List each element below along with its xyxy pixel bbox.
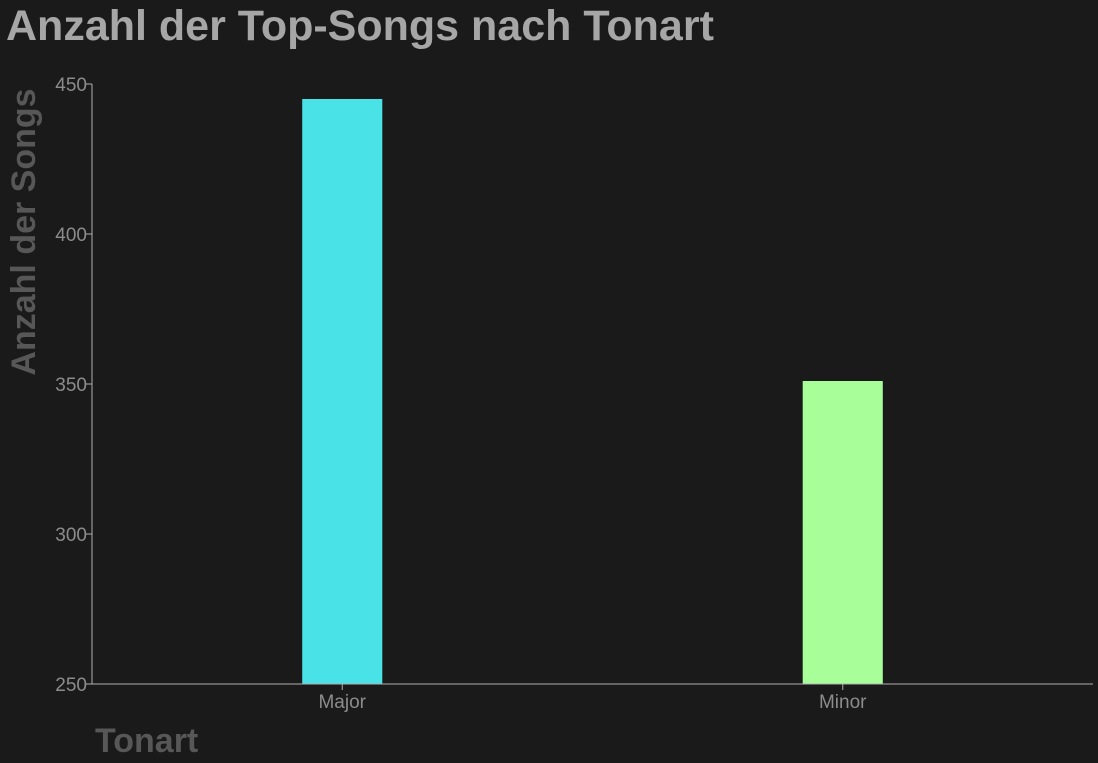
bar-minor xyxy=(802,381,883,684)
y-tick-label: 450 xyxy=(55,75,87,96)
y-axis-label: Anzahl der Songs xyxy=(5,88,43,375)
y-tick-label: 300 xyxy=(55,525,87,546)
x-tick-label: Major xyxy=(318,692,366,713)
x-axis-ticks: Major Minor xyxy=(318,684,867,713)
y-tick-label: 350 xyxy=(55,375,87,396)
bars xyxy=(302,99,883,684)
x-tick-label: Minor xyxy=(819,692,867,713)
y-axis-ticks: 250 300 350 400 450 xyxy=(55,75,92,696)
chart-title: Anzahl der Top-Songs nach Tonart xyxy=(6,2,714,50)
x-axis-label: Tonart xyxy=(95,722,198,760)
y-tick-label: 400 xyxy=(55,225,87,246)
bar-major xyxy=(302,99,383,684)
y-tick-label: 250 xyxy=(55,675,87,696)
